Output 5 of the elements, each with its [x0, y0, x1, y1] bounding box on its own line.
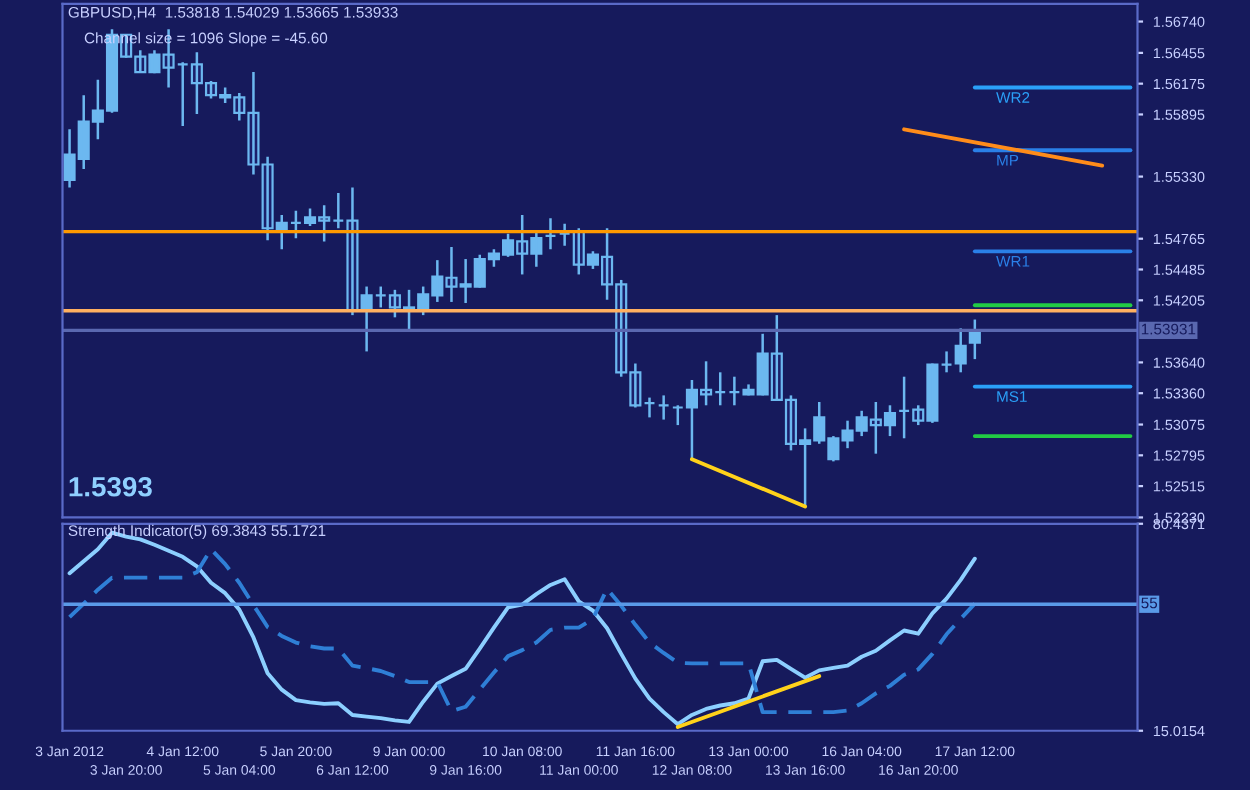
- candlestick: [544, 217, 557, 251]
- candlestick: [940, 350, 953, 374]
- annotation: 1.5393: [69, 476, 152, 497]
- candlestick: [657, 394, 670, 421]
- candlestick: [643, 396, 656, 419]
